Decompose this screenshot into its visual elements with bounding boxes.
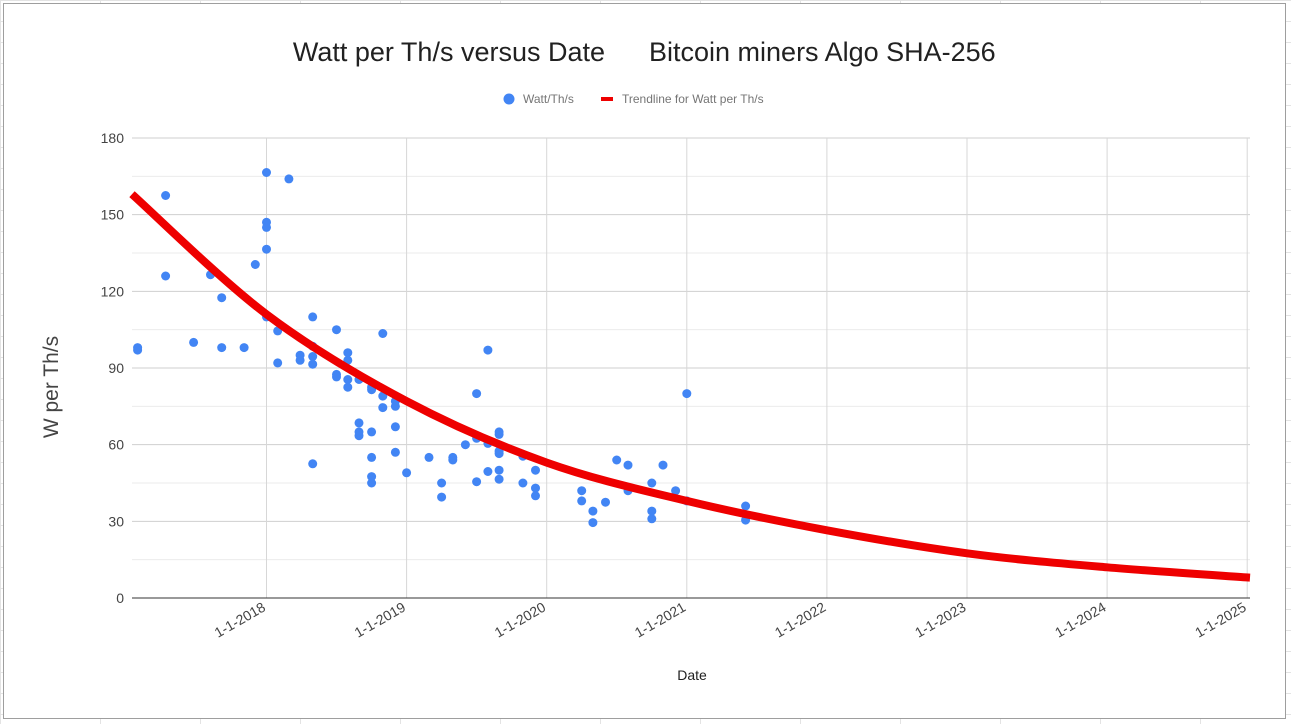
data-point xyxy=(390,422,400,432)
data-point xyxy=(682,389,692,399)
data-point xyxy=(671,486,681,496)
x-axis-title: Date xyxy=(677,667,707,683)
y-tick-label: 90 xyxy=(108,360,124,376)
data-point xyxy=(354,431,364,441)
chart-grid xyxy=(132,137,1250,598)
x-tick-label: 1-1-2025 xyxy=(1192,599,1249,641)
trendline xyxy=(129,191,1251,582)
data-point xyxy=(332,372,341,382)
data-point xyxy=(273,358,283,368)
data-point xyxy=(390,447,400,457)
data-point xyxy=(332,325,341,335)
chart-subtitle: Bitcoin miners Algo SHA-256 xyxy=(649,37,996,67)
data-point xyxy=(437,492,447,502)
data-point xyxy=(623,460,633,470)
data-point xyxy=(343,348,353,358)
data-point xyxy=(354,418,364,428)
data-point xyxy=(647,478,657,488)
x-tick-label: 1-1-2019 xyxy=(352,599,409,641)
data-point xyxy=(460,440,470,450)
data-point xyxy=(577,496,587,506)
data-point xyxy=(483,345,493,355)
y-tick-label: 180 xyxy=(101,130,125,146)
data-point xyxy=(472,389,482,399)
data-point xyxy=(295,355,305,365)
data-points xyxy=(133,168,751,528)
data-point xyxy=(494,474,504,484)
data-point xyxy=(531,465,540,475)
x-tick-label: 1-1-2018 xyxy=(211,599,268,641)
y-tick-label: 150 xyxy=(101,207,125,223)
data-point xyxy=(588,506,598,516)
data-point xyxy=(308,359,318,369)
legend-point-marker xyxy=(503,93,515,105)
y-axis-title: W per Th/s xyxy=(40,336,63,438)
y-tick-label: 60 xyxy=(108,437,124,453)
data-point xyxy=(518,478,528,488)
data-point xyxy=(133,345,143,355)
data-point xyxy=(378,329,388,338)
data-point xyxy=(424,452,434,462)
data-point xyxy=(472,477,482,487)
data-point xyxy=(448,455,458,465)
data-point xyxy=(378,403,388,413)
data-point xyxy=(239,343,249,353)
data-point xyxy=(494,429,504,439)
data-point xyxy=(343,382,353,392)
y-axis-ticks: 0 30 60 90 120 150 180 xyxy=(101,130,125,606)
data-point xyxy=(437,478,447,488)
data-point xyxy=(217,343,227,353)
data-point xyxy=(531,483,540,493)
data-point xyxy=(531,491,540,501)
data-point xyxy=(402,468,412,478)
data-point xyxy=(588,518,598,528)
data-point xyxy=(262,244,271,254)
data-point xyxy=(308,459,318,469)
data-point xyxy=(217,293,227,303)
data-point xyxy=(161,271,171,281)
x-tick-label: 1-1-2023 xyxy=(912,599,969,641)
x-axis-ticks: 1-1-2018 1-1-2019 1-1-2020 1-1-2021 1-1-2022… xyxy=(211,599,1248,641)
data-point xyxy=(262,222,271,232)
data-point xyxy=(308,352,318,361)
x-tick-label: 1-1-2020 xyxy=(492,599,549,641)
data-point xyxy=(284,174,294,184)
data-point xyxy=(494,449,504,459)
data-point xyxy=(343,375,353,384)
data-point xyxy=(601,497,610,507)
data-point xyxy=(189,337,199,347)
y-tick-label: 120 xyxy=(101,283,125,299)
x-tick-label: 1-1-2022 xyxy=(772,599,829,641)
data-point xyxy=(367,427,377,437)
data-point xyxy=(308,312,318,322)
data-point xyxy=(367,452,377,462)
data-point xyxy=(483,467,493,476)
x-tick-label: 1-1-2024 xyxy=(1052,599,1109,641)
data-point xyxy=(262,168,271,177)
data-point xyxy=(577,486,587,496)
data-point xyxy=(367,472,377,482)
data-point xyxy=(647,514,657,524)
data-point xyxy=(367,478,377,488)
data-point xyxy=(250,260,260,269)
legend-line-marker xyxy=(601,97,613,101)
x-tick-label: 1-1-2021 xyxy=(632,599,689,641)
data-point xyxy=(161,191,171,200)
y-tick-label: 0 xyxy=(116,590,124,606)
legend-label-trendline: Trendline for Watt per Th/s xyxy=(622,92,764,106)
y-tick-label: 30 xyxy=(108,513,124,529)
data-point xyxy=(390,401,400,411)
data-point xyxy=(612,455,622,465)
chart-title: Watt per Th/s versus Date xyxy=(293,37,605,67)
data-point xyxy=(658,460,668,470)
data-point xyxy=(494,465,504,475)
chart-container[interactable] xyxy=(3,3,1286,719)
legend-label-watt-th: Watt/Th/s xyxy=(523,92,574,106)
data-point xyxy=(647,506,657,516)
data-point xyxy=(741,501,751,511)
